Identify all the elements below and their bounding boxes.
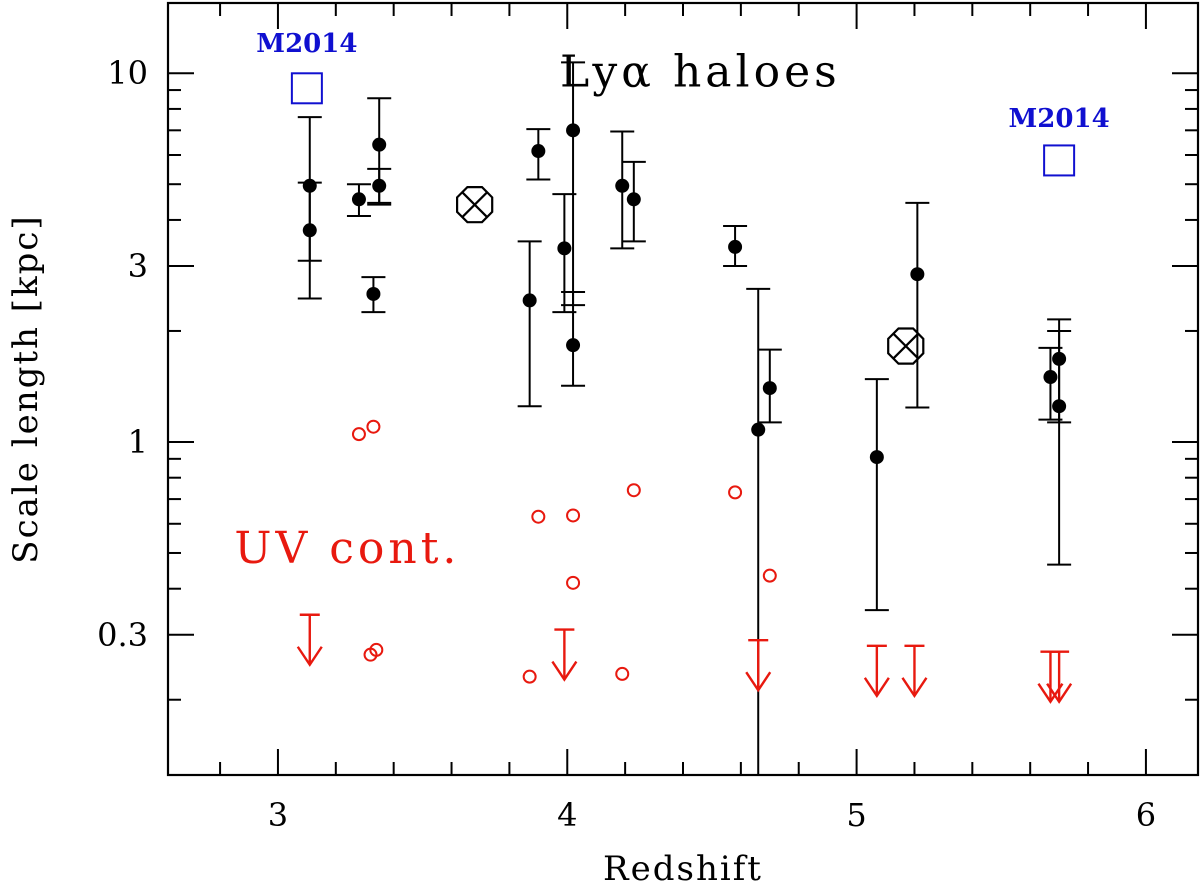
uv-upper-limit-arrow (1046, 650, 1073, 704)
uv-upper-limit-arrow (745, 639, 772, 693)
y-tick-label: 10 (107, 54, 148, 92)
x-tick-label: 6 (1136, 796, 1156, 834)
upper-limit-head (551, 660, 578, 682)
lya-halo-point (728, 239, 743, 254)
upper-limit-head (745, 671, 772, 693)
lya-halo-point (566, 123, 581, 138)
tick-labels: 3 4 5 6 0.3 1 3 10 (97, 54, 1156, 834)
uv-continuum-point (369, 642, 384, 657)
lya-halo-point (351, 192, 366, 207)
lya-haloes-label: Lyα haloes (560, 47, 841, 98)
uv-upper-limit-arrow (901, 644, 928, 699)
y-tick-label: 0.3 (97, 616, 148, 654)
upper-limit-head (1046, 682, 1073, 704)
y-tick-label: 1 (128, 423, 148, 461)
lya-halo-point (366, 286, 381, 301)
lya-halo-point (531, 144, 546, 159)
lya-halo-point (566, 338, 581, 353)
upper-limit-head (296, 646, 323, 667)
upper-limit-head (863, 677, 890, 699)
crossed-circle-outline (456, 186, 494, 224)
lya-halo-point (869, 450, 884, 465)
crossed-circle-cross (460, 190, 489, 219)
crossed-circle-marker (456, 186, 494, 224)
m2014-square-marker (1043, 144, 1076, 177)
m2014-square-marker (290, 72, 323, 105)
uv-continuum-point (728, 485, 743, 500)
uv-continuum-point (762, 568, 777, 583)
uv-cont-label: UV cont. (234, 523, 460, 574)
annotations: Lyα haloes UV cont. M2014 M2014 (234, 29, 1109, 574)
lya-halo-point (910, 267, 925, 282)
lya-halo-point (302, 223, 317, 238)
lya-halo-point (762, 381, 777, 396)
lya-halo-point (372, 137, 387, 152)
lya-halo-point (522, 293, 537, 308)
uv-continuum-point (615, 666, 630, 681)
crossed-circle-outline (887, 327, 925, 365)
uv-continuum-point (531, 509, 546, 524)
uv-upper-limit-arrow (551, 628, 578, 682)
lya-halo-point (1043, 370, 1058, 385)
uv-continuum-point (351, 427, 366, 442)
x-tick-label: 4 (557, 796, 577, 834)
uv-upper-limit-arrow (863, 644, 890, 699)
m2014-label: M2014 (1009, 104, 1110, 134)
uv-upper-limit-arrow (296, 613, 323, 667)
m2014-label: M2014 (256, 29, 357, 59)
upper-limit-head (901, 677, 928, 699)
lya-halo-point (751, 422, 766, 437)
uv-continuum-point (626, 483, 641, 498)
data-points (290, 61, 1076, 775)
x-tick-label: 3 (268, 796, 288, 834)
lya-halo-point (557, 241, 572, 256)
crossed-circle-cross (892, 332, 920, 360)
lya-halo-point (615, 178, 630, 193)
uv-continuum-point (522, 669, 537, 684)
uv-continuum-point (366, 419, 381, 434)
uv-continuum-point (566, 508, 581, 523)
x-tick-label: 5 (846, 796, 866, 834)
uv-continuum-point (566, 575, 581, 590)
lya-halo-point (626, 192, 641, 207)
ticks (168, 3, 1198, 775)
y-tick-label: 3 (128, 247, 148, 285)
crossed-circle-marker (887, 327, 925, 365)
lya-halo-point (1052, 399, 1067, 414)
y-axis-label: Scale length [kpc] (6, 214, 46, 563)
x-axis-label: Redshift (603, 849, 763, 887)
